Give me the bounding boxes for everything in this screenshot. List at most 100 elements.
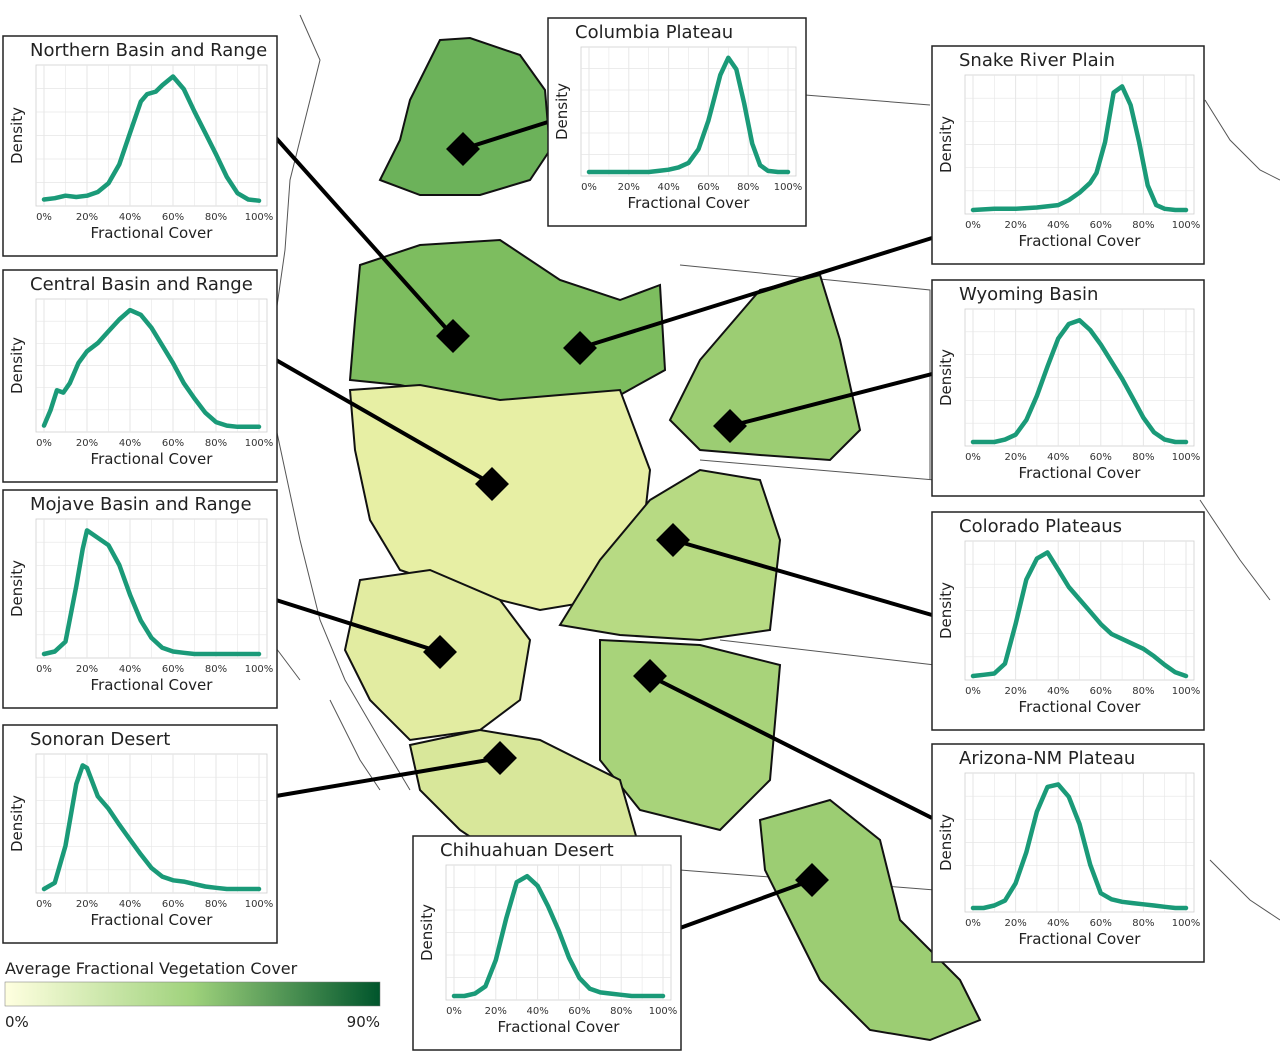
- x-tick-label: 60%: [1090, 686, 1112, 697]
- x-tick-label: 100%: [774, 182, 803, 193]
- panel-mojave-basin-and-range: Mojave Basin and Range 0% 20% 40% 60% 80% 100%…: [2, 489, 278, 709]
- x-tick-label: 80%: [1132, 452, 1154, 463]
- coastline-east: [1199, 99, 1280, 921]
- x-tick-label: 40%: [119, 438, 141, 449]
- density-curve: [451, 873, 666, 999]
- marker-colorado: [656, 523, 690, 557]
- x-tick-label: 40%: [119, 212, 141, 223]
- panel-chihuahuan-desert: Chihuahuan Desert 0% 20% 40% 60% 80% 100% Fract…: [412, 835, 682, 1051]
- marker-sonoran: [483, 741, 517, 775]
- connectors: [274, 120, 933, 930]
- y-axis-label: Density: [553, 83, 571, 140]
- x-tick-label: 60%: [162, 899, 184, 910]
- x-tick-label: 20%: [485, 1006, 507, 1017]
- y-axis-label: Density: [8, 560, 26, 617]
- x-tick-label: 100%: [245, 664, 274, 675]
- legend-title: Average Fractional Vegetation Cover: [5, 959, 298, 978]
- connector-wyoming: [729, 372, 933, 428]
- panel-title: Columbia Plateau: [575, 22, 733, 43]
- x-axis-label: Fractional Cover: [498, 1018, 621, 1036]
- density-curve: [970, 782, 1189, 911]
- x-tick-label: 100%: [1172, 452, 1201, 463]
- x-axis-label: Fractional Cover: [91, 224, 214, 242]
- density-panels: Northern Basin and Range 0% 20% 40% 60% 80% 10…: [2, 17, 1205, 1051]
- density-curve: [970, 318, 1189, 445]
- x-tick-label: 40%: [1047, 220, 1069, 231]
- x-axis-label: Fractional Cover: [628, 194, 751, 212]
- marker-wyoming: [713, 409, 747, 443]
- panel-title: Sonoran Desert: [30, 729, 170, 750]
- panel-title: Northern Basin and Range: [30, 40, 267, 61]
- y-axis-label: Density: [418, 904, 436, 961]
- x-axis-label: Fractional Cover: [1019, 232, 1142, 250]
- panel-title: Wyoming Basin: [959, 284, 1098, 305]
- x-tick-label: 40%: [119, 664, 141, 675]
- y-axis-label: Density: [937, 814, 955, 871]
- panel-snake-river-plain: Snake River Plain 0% 20% 40% 60% 80% 100% Fract…: [931, 45, 1205, 265]
- region-wyoming-basin: [668, 273, 862, 462]
- x-tick-label: 20%: [1004, 686, 1026, 697]
- panel-northern-basin-and-range: Northern Basin and Range 0% 20% 40% 60% 80% 10…: [2, 35, 278, 257]
- x-tick-label: 60%: [1090, 452, 1112, 463]
- legend-max-label: 90%: [347, 1013, 380, 1031]
- connector-northern-basin: [274, 136, 455, 338]
- panel-title: Colorado Plateaus: [959, 516, 1122, 537]
- x-tick-label: 80%: [610, 1006, 632, 1017]
- x-tick-label: 20%: [618, 182, 640, 193]
- panel-title: Snake River Plain: [959, 50, 1115, 71]
- x-tick-label: 100%: [1172, 220, 1201, 231]
- connector-sonoran: [275, 756, 501, 798]
- density-curve: [41, 74, 262, 203]
- panel-central-basin-and-range: Central Basin and Range 0% 20% 40% 60% 80% 100…: [2, 269, 278, 483]
- x-axis-label: Fractional Cover: [1019, 698, 1142, 716]
- ecoregion-map: [343, 36, 982, 1042]
- x-axis-label: Fractional Cover: [1019, 930, 1142, 948]
- connector-colorado: [672, 538, 933, 617]
- x-tick-label: 60%: [162, 438, 184, 449]
- y-axis-label: Density: [8, 107, 26, 164]
- x-axis-label: Fractional Cover: [1019, 464, 1142, 482]
- x-tick-label: 40%: [657, 182, 679, 193]
- panel-title: Chihuahuan Desert: [440, 840, 614, 861]
- connector-chihuahuan: [679, 878, 813, 930]
- connector-snake-river: [579, 236, 933, 350]
- y-axis-label: Density: [937, 582, 955, 639]
- panel-title: Central Basin and Range: [30, 274, 253, 295]
- marker-northern-basin: [436, 319, 470, 353]
- density-curve: [41, 763, 262, 892]
- legend: Average Fractional Vegetation Cover 0% 9…: [4, 959, 381, 1031]
- panel-title: Mojave Basin and Range: [30, 494, 252, 515]
- region-columbia-plateau: [378, 36, 552, 196]
- y-axis-label: Density: [937, 349, 955, 406]
- x-axis-label: Fractional Cover: [91, 676, 214, 694]
- marker-central-basin: [475, 467, 509, 501]
- density-curve: [970, 84, 1189, 213]
- y-axis-label: Density: [8, 795, 26, 852]
- density-curve: [41, 528, 262, 657]
- region-northern-basin: [348, 238, 667, 412]
- x-tick-label: 20%: [76, 899, 98, 910]
- x-tick-label: 80%: [205, 212, 227, 223]
- x-tick-label: 80%: [205, 438, 227, 449]
- x-tick-label: 60%: [162, 212, 184, 223]
- panel-title: Arizona-NM Plateau: [959, 748, 1135, 769]
- x-tick-label: 40%: [1047, 452, 1069, 463]
- x-tick-label: 80%: [1132, 220, 1154, 231]
- connector-central-basin: [275, 358, 493, 486]
- x-tick-label: 60%: [568, 1006, 590, 1017]
- x-tick-label: 100%: [649, 1006, 678, 1017]
- panel-sonoran-desert: Sonoran Desert 0% 20% 40% 60% 80% 100% Fraction…: [2, 724, 278, 944]
- x-tick-label: 20%: [1004, 918, 1026, 929]
- legend-colorbar: [4, 981, 381, 1007]
- x-tick-label: 20%: [76, 664, 98, 675]
- x-tick-label: 20%: [76, 438, 98, 449]
- x-tick-label: 0%: [446, 1006, 462, 1017]
- x-tick-label: 40%: [526, 1006, 548, 1017]
- density-curve: [586, 55, 791, 175]
- x-tick-label: 60%: [1090, 220, 1112, 231]
- x-tick-label: 20%: [76, 212, 98, 223]
- x-tick-label: 40%: [119, 899, 141, 910]
- x-tick-label: 40%: [1047, 918, 1069, 929]
- connector-mojave: [275, 598, 441, 654]
- state-border-co: [699, 459, 936, 666]
